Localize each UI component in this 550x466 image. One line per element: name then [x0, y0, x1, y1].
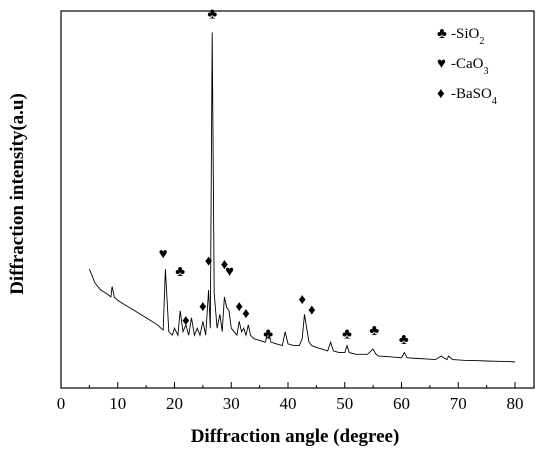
- peak-marker: ♦: [308, 302, 316, 318]
- legend-symbol: ♥: [437, 56, 446, 72]
- x-tick-label: 20: [166, 394, 183, 413]
- x-tick-label: 80: [507, 394, 524, 413]
- plot-frame: [60, 10, 535, 389]
- peak-marker: ♣: [207, 7, 217, 23]
- peak-marker: ♣: [369, 323, 379, 339]
- x-tick-label: 40: [280, 394, 297, 413]
- peak-marker: ♦: [298, 292, 306, 308]
- x-tick-label: 10: [109, 394, 126, 413]
- x-axis-label: Diffraction angle (degree): [190, 426, 400, 447]
- peak-marker: ♦: [182, 313, 190, 329]
- peak-marker: ♦: [205, 254, 213, 270]
- x-tick-label: 30: [223, 394, 240, 413]
- peak-marker: ♣: [175, 264, 185, 280]
- peak-marker: ♦: [199, 299, 207, 315]
- peak-marker: ♣: [342, 327, 352, 343]
- diffraction-pattern-line: [88, 32, 516, 363]
- legend-subscript: 4: [492, 96, 497, 107]
- peak-marker: ♥: [225, 264, 234, 280]
- x-tick-label: 50: [336, 394, 353, 413]
- legend-symbol: ♣: [437, 26, 447, 42]
- legend-label: -CaO3: [451, 56, 489, 77]
- peak-marker: ♥: [159, 247, 168, 263]
- x-tick-label: 70: [450, 394, 467, 413]
- peak-marker: ♦: [235, 299, 243, 315]
- y-axis-label: Diffraction intensity(a.u): [7, 93, 28, 295]
- legend-label: -BaSO4: [451, 86, 497, 107]
- legend-subscript: 3: [484, 66, 489, 77]
- legend-symbol: ♦: [437, 86, 445, 102]
- legend-label: -SiO2: [451, 26, 484, 47]
- peak-marker: ♣: [399, 332, 409, 348]
- peak-marker: ♦: [221, 257, 229, 273]
- x-tick-label: 60: [393, 394, 410, 413]
- peak-marker: ♣: [263, 327, 273, 343]
- legend-subscript: 2: [479, 36, 484, 47]
- peak-marker: ♦: [242, 306, 250, 322]
- x-tick-label: 0: [57, 394, 66, 413]
